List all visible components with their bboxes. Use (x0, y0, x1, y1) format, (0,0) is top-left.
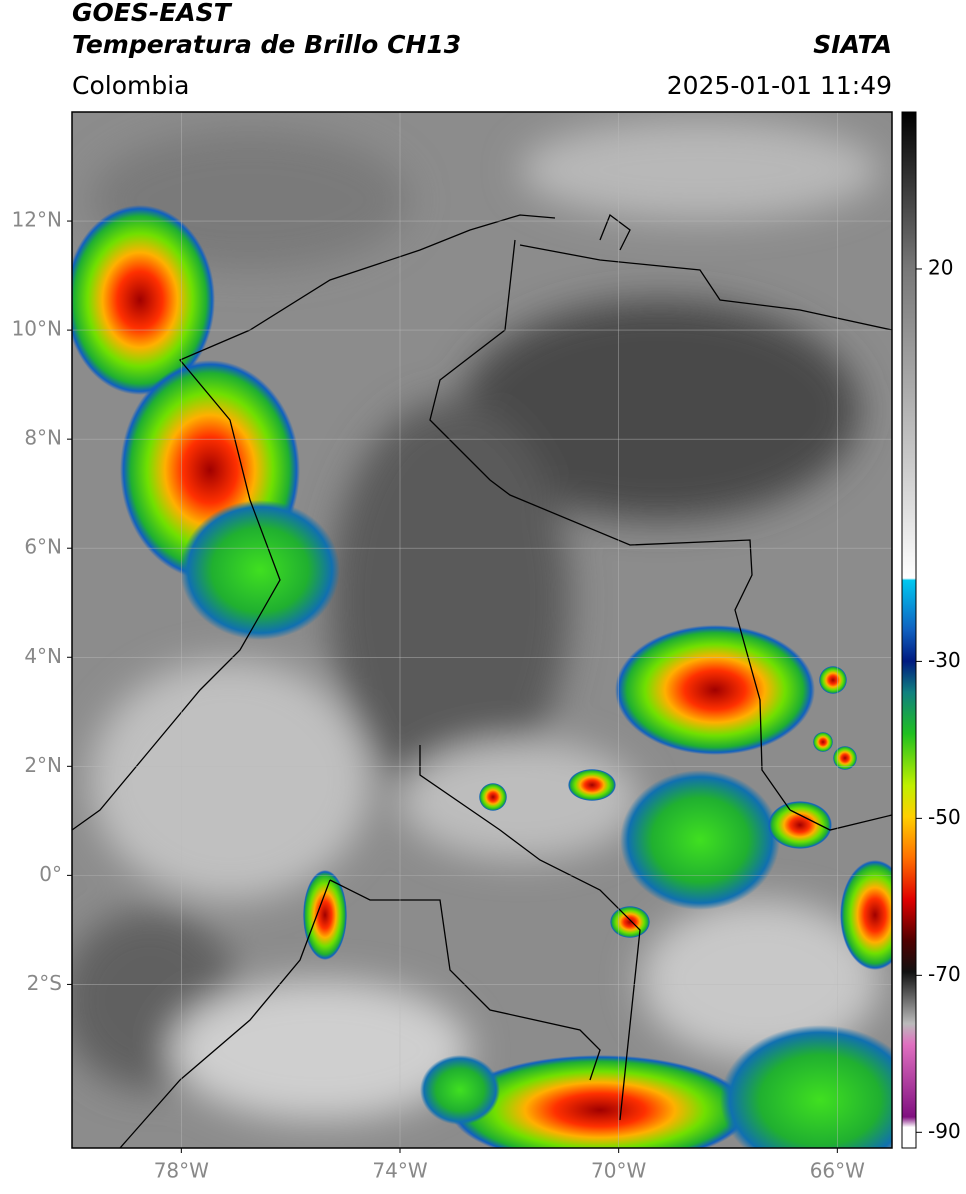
colorbar (901, 111, 917, 1149)
timestamp: 2025-01-01 11:49 (667, 71, 892, 100)
borders (72, 213, 892, 1148)
region: Colombia (72, 71, 189, 100)
lat-tick-label: 8°N (24, 426, 62, 450)
subtitle: Temperatura de Brillo CH13 (72, 30, 461, 59)
lon-tick-label: 70°W (591, 1159, 646, 1183)
lat-tick-label: 2°N (24, 753, 62, 777)
colorbar-tick-label: -50 (928, 805, 961, 829)
colorbar-tick-label: 20 (928, 255, 953, 279)
lon-tick-label: 66°W (810, 1159, 865, 1183)
source: SIATA (813, 30, 892, 59)
lon-tick-label: 74°W (372, 1159, 427, 1183)
lat-tick-label: 6°N (24, 535, 62, 559)
convection (72, 205, 892, 1148)
colorbar-tick-label: -30 (928, 648, 961, 672)
title: GOES-EAST (72, 0, 233, 27)
satellite-image (72, 112, 892, 1148)
lat-tick-label: 2°S (27, 971, 62, 995)
map-frame (71, 111, 893, 1149)
grid (72, 112, 892, 1148)
lon-tick-label: 78°W (154, 1159, 209, 1183)
lat-tick-label: 10°N (12, 317, 62, 341)
lat-tick-label: 0° (39, 862, 62, 886)
colorbar-tick-label: -70 (928, 962, 961, 986)
lat-tick-label: 12°N (12, 208, 62, 232)
colorbar-tick-label: -90 (928, 1119, 961, 1143)
lat-tick-label: 4°N (24, 644, 62, 668)
